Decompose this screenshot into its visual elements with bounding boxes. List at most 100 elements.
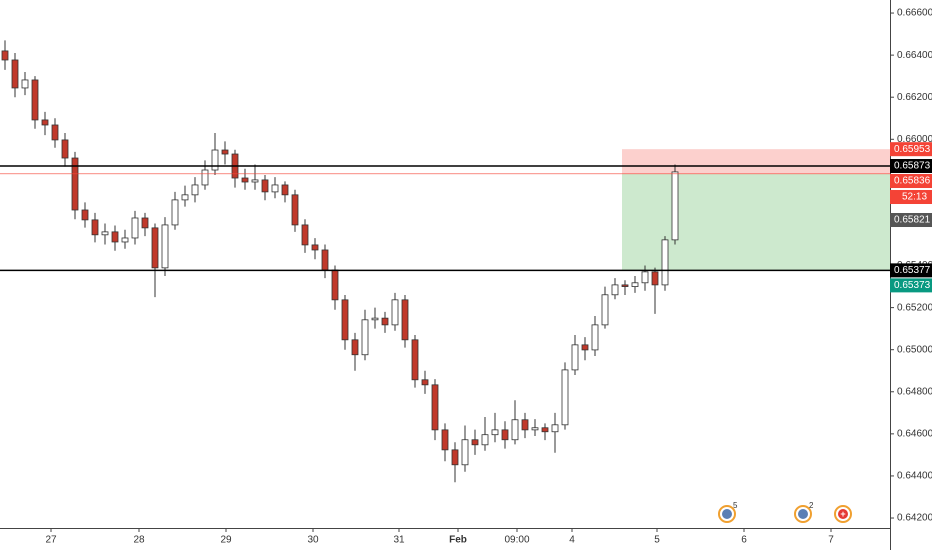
candle-body [81, 209, 89, 221]
candle-body [521, 419, 529, 431]
candle [171, 191, 179, 230]
candle [561, 362, 569, 430]
candle [121, 229, 129, 249]
candle [271, 177, 279, 199]
candle-body [371, 317, 379, 321]
candle [491, 412, 499, 443]
candle-body [301, 224, 309, 246]
candle [581, 337, 589, 361]
candle-body [311, 244, 319, 251]
candle [231, 149, 239, 188]
x-tick-label: 31 [393, 535, 405, 546]
candle [451, 442, 459, 483]
candle [421, 370, 429, 394]
candle-body [491, 429, 499, 436]
candle [481, 417, 489, 451]
stop-zone [622, 149, 890, 174]
event-icon-inner [798, 509, 808, 519]
y-tick-label: 0.66600 [897, 8, 932, 19]
candle-body [21, 79, 29, 89]
candle-body [151, 227, 159, 269]
x-tick-label: 29 [220, 535, 232, 546]
candle [1, 40, 9, 70]
candle [221, 141, 229, 165]
candle [201, 160, 209, 190]
candle [501, 421, 509, 449]
x-tick-label: 09:00 [504, 535, 529, 546]
candle [11, 53, 19, 98]
x-tick-label: 30 [307, 535, 319, 546]
x-tick-label: Feb [449, 535, 467, 546]
y-tick-label: 0.65200 [897, 302, 932, 313]
candle-body [351, 339, 359, 356]
candle-body [321, 249, 329, 271]
candle-body [631, 282, 639, 287]
candle-body [671, 171, 679, 241]
candle [241, 168, 249, 190]
candle-body [651, 271, 659, 286]
price-tag-label: 0.65836 [894, 176, 931, 187]
candle [131, 210, 139, 245]
candle [111, 225, 119, 251]
candle-body [141, 217, 149, 229]
candle-body [431, 384, 439, 431]
y-tick-label: 0.64800 [897, 386, 932, 397]
event-count: 2 [809, 501, 814, 510]
candle [541, 423, 549, 441]
price-tag-label: 0.65821 [894, 215, 931, 226]
candle [291, 189, 299, 232]
candle [51, 118, 59, 148]
candle-body [241, 177, 249, 183]
candle-body [561, 369, 569, 426]
y-tick-label: 0.64400 [897, 471, 932, 482]
candle-body [61, 139, 69, 159]
price-tag-label: 0.65373 [894, 280, 931, 291]
candle [91, 212, 99, 243]
price-tag [890, 263, 932, 278]
candle [311, 238, 319, 260]
x-tick-label: 27 [45, 535, 57, 546]
candle [551, 412, 559, 453]
candle [61, 132, 69, 167]
price-tag [890, 159, 932, 174]
candle-body [511, 419, 519, 441]
candle-body [71, 157, 79, 211]
price-tag-label: 0.65873 [894, 161, 931, 172]
candle [621, 280, 629, 295]
candle-body [481, 434, 489, 446]
candle-body [401, 299, 409, 341]
candle [661, 236, 669, 291]
candle [31, 76, 39, 129]
y-tick-label: 0.66400 [897, 50, 932, 61]
x-tick-label: 5 [654, 535, 660, 546]
candle [461, 425, 469, 472]
y-tick-label: 0.64600 [897, 428, 932, 439]
candle-body [331, 269, 339, 301]
price-tag-label: 0.65953 [894, 144, 931, 155]
candle-body [411, 339, 419, 381]
x-tick-label: 7 [828, 535, 834, 546]
candle-body [261, 179, 269, 193]
candle-body [91, 219, 99, 236]
candle [71, 151, 79, 220]
y-tick-label: 0.66000 [897, 134, 932, 145]
candle-body [601, 294, 609, 326]
candle-body [51, 124, 59, 141]
candle-body [31, 79, 39, 121]
countdown-tag [890, 190, 932, 205]
candle-body [641, 271, 649, 284]
candle [321, 244, 329, 279]
candle-body [101, 231, 109, 236]
candle [361, 309, 369, 361]
candle [101, 223, 109, 245]
candle-body [591, 324, 599, 351]
x-tick-label: 6 [741, 535, 747, 546]
candle [401, 294, 409, 348]
event-count: 5 [733, 501, 738, 510]
candle-body [451, 449, 459, 466]
candle-body [201, 169, 209, 186]
candle-body [221, 149, 229, 155]
candle-body [341, 299, 349, 341]
candle-body [11, 59, 19, 89]
candle-body [181, 194, 189, 201]
